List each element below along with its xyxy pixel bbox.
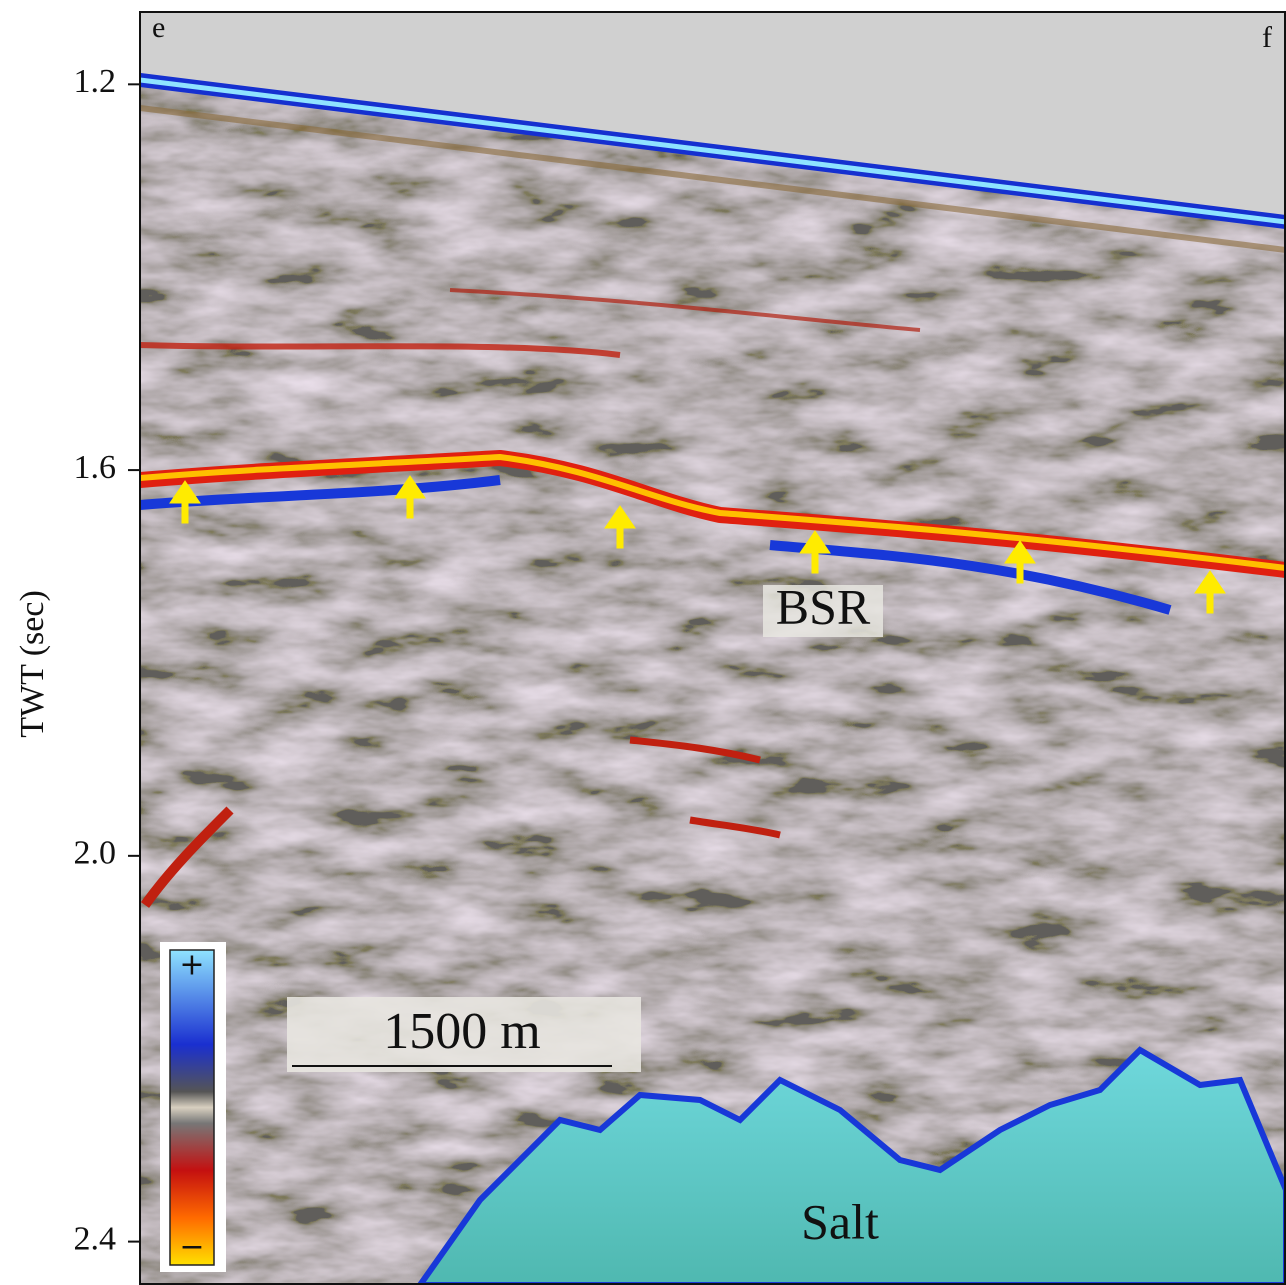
panel-label-right: f	[1262, 21, 1272, 54]
y-tick-label: 1.2	[74, 63, 117, 100]
bsr-label: BSR	[776, 578, 871, 634]
y-axis: 1.2 1.6 2.0 2.4	[74, 63, 141, 1257]
y-tick-label: 2.0	[74, 835, 117, 872]
seismic-section: BSR Salt 1500 m + −	[140, 12, 1286, 1285]
scale-bar-label: 1500 m	[383, 1003, 540, 1060]
salt-label: Salt	[801, 1193, 879, 1249]
y-axis-label: TWT (sec)	[14, 590, 51, 738]
color-bar-positive: +	[179, 948, 204, 983]
seismic-figure: BSR Salt 1500 m + − e f TWT (sec) 1.2 1.6…	[0, 0, 1286, 1285]
panel-label-left: e	[152, 11, 165, 44]
y-tick-label: 2.4	[74, 1220, 117, 1257]
y-tick-label: 1.6	[74, 449, 117, 486]
color-bar	[170, 950, 214, 1265]
color-bar-negative: −	[179, 1230, 204, 1265]
